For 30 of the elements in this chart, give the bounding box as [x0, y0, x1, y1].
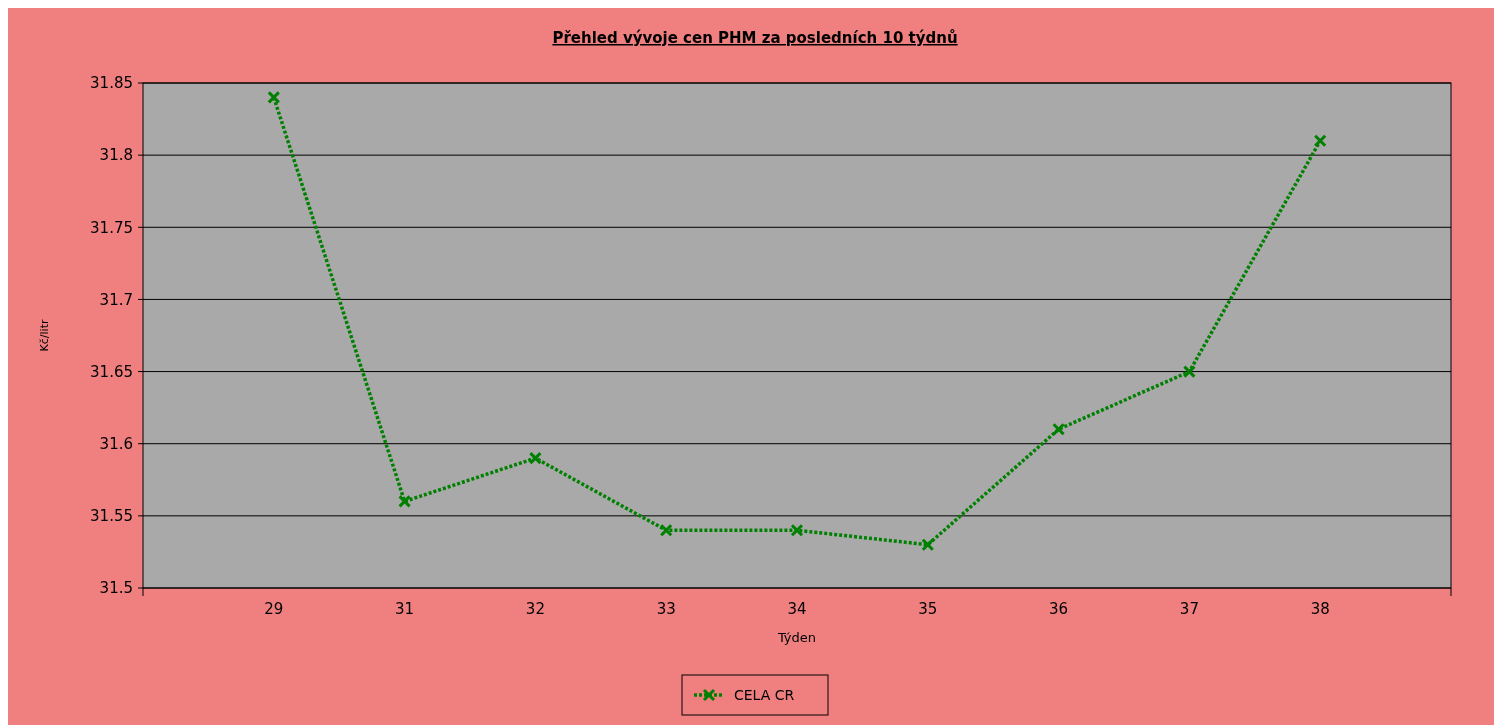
x-tick-label: 36: [1049, 600, 1069, 618]
y-tick-label: 31.6: [99, 434, 133, 453]
x-axis-title: Týden: [776, 630, 817, 645]
y-tick-label: 31.85: [90, 74, 133, 93]
y-tick-label: 31.7: [99, 290, 133, 309]
x-tick-label: 38: [1310, 600, 1330, 618]
point: [921, 538, 935, 552]
x-tick-label: 31: [395, 600, 415, 618]
chart-title: Přehled vývoje cen PHM za posledních 10 týdnů: [552, 29, 958, 47]
x-tick-label: 34: [787, 600, 807, 618]
x-tick-label: 33: [656, 600, 676, 618]
y-tick-label: 31.8: [99, 146, 133, 165]
x-tick-label: 29: [264, 600, 284, 618]
x-tick-label: 35: [918, 600, 938, 618]
y-tick-label: 31.65: [90, 362, 133, 381]
point: [790, 523, 804, 537]
point: [659, 523, 673, 537]
y-tick-label: 31.55: [90, 507, 133, 526]
point: [1052, 422, 1066, 436]
point: [1313, 134, 1327, 148]
y-tick-label: 31.5: [99, 579, 133, 598]
point: [267, 90, 281, 104]
point: [1182, 365, 1196, 379]
legend-label: CELA CR: [734, 686, 795, 703]
y-tick-label: 31.75: [90, 218, 133, 237]
x-tick-label: 32: [525, 600, 545, 618]
x-tick-label: 37: [1179, 600, 1199, 618]
y-axis-title: Kč/litr: [38, 319, 51, 352]
point: [398, 494, 412, 508]
point: [528, 451, 542, 465]
